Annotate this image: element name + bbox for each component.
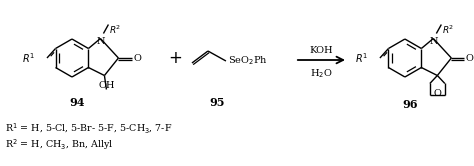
Text: $R^1$: $R^1$ [22,51,35,65]
Text: N: N [429,37,438,45]
Text: 94: 94 [69,97,85,108]
Text: +: + [168,49,182,67]
Text: SeO$_2$Ph: SeO$_2$Ph [228,55,268,67]
Text: KOH: KOH [310,46,333,55]
Text: H$_2$O: H$_2$O [310,67,333,80]
Text: 95: 95 [209,97,225,108]
Text: O: O [433,89,441,98]
Text: R$^1$ = H, 5-Cl, 5-Br- 5-F, 5-CH$_3$, 7-F: R$^1$ = H, 5-Cl, 5-Br- 5-F, 5-CH$_3$, 7-… [5,121,173,135]
Text: $R^1$: $R^1$ [355,51,368,65]
Text: O: O [465,53,473,63]
Text: 96: 96 [402,99,418,110]
Text: $R^2$: $R^2$ [442,24,455,36]
Text: R$^2$ = H, CH$_3$, Bn, Allyl: R$^2$ = H, CH$_3$, Bn, Allyl [5,138,113,152]
Text: N: N [96,37,105,45]
Text: $R^2$: $R^2$ [109,24,122,36]
Text: OH: OH [98,82,115,90]
Text: O: O [133,53,141,63]
